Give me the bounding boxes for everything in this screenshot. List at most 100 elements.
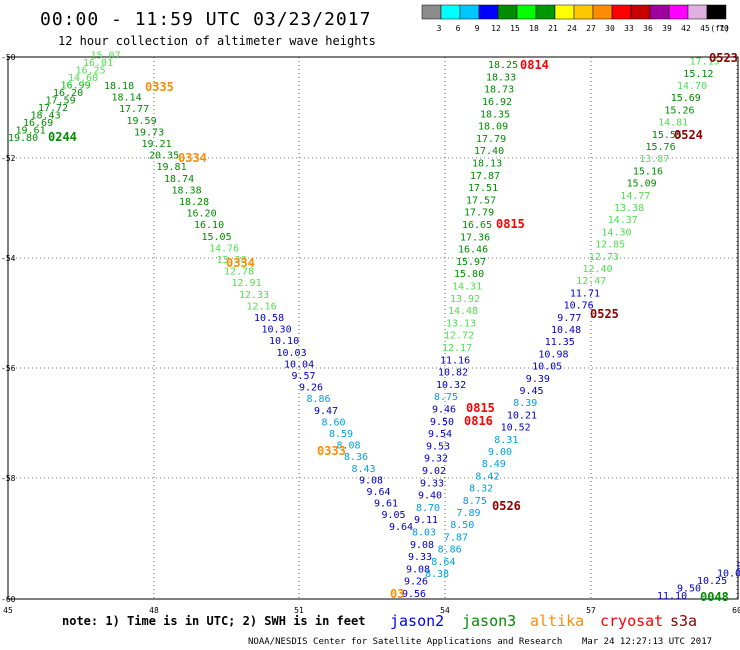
wave-height-obs: 12.47 <box>576 276 606 287</box>
wave-height-obs: 12.91 <box>232 278 262 289</box>
wave-height-obs: 9.08 <box>410 540 434 551</box>
legend-label: 6 <box>456 24 461 33</box>
wave-height-obs: 19.61 <box>16 126 46 137</box>
wave-height-obs: 18.09 <box>478 122 508 133</box>
wave-height-obs: 9.77 <box>557 313 581 324</box>
wave-height-obs: 10.10 <box>269 336 299 347</box>
wave-height-obs: 9.08 <box>359 475 383 486</box>
pass-time-label: 0815 <box>466 401 495 415</box>
pass-time-label: 0816 <box>464 414 493 428</box>
wave-height-obs: 15.69 <box>671 93 701 104</box>
wave-height-obs: 18.35 <box>480 109 510 120</box>
wave-height-obs: 17.59 <box>46 96 76 107</box>
satellite-cryosat: cryosat <box>600 612 663 630</box>
legend-label: 30 <box>605 24 615 33</box>
wave-height-obs: 17.77 <box>119 104 149 115</box>
lon-tick-label: 45 <box>3 606 13 615</box>
pass-time-label: 0523 <box>709 51 738 65</box>
wave-height-obs: 17.57 <box>466 195 496 206</box>
wave-height-obs: 10.82 <box>438 368 468 379</box>
wave-height-obs: 8.60 <box>322 417 346 428</box>
wave-height-obs: 9.53 <box>426 441 450 452</box>
legend-unit: (ft) <box>710 24 729 33</box>
wave-height-obs: 15.55 <box>652 130 682 141</box>
wave-height-obs: 12.16 <box>247 301 277 312</box>
wave-height-obs: 10.58 <box>254 313 284 324</box>
wave-height-obs: 8.75 <box>434 392 458 403</box>
wave-height-obs: 11.10 <box>657 591 687 602</box>
legend-label: 18 <box>529 24 539 33</box>
wave-height-obs: 8.38 <box>425 569 449 580</box>
wave-height-obs: 12.73 <box>589 252 619 263</box>
wave-height-obs: 14.48 <box>448 306 478 317</box>
wave-height-obs: 12.33 <box>239 290 269 301</box>
wave-height-obs: 12.78 <box>224 267 254 278</box>
legend-swatch <box>421 4 442 20</box>
pass-time-label: 0333 <box>317 444 346 458</box>
wave-height-obs: 12.40 <box>583 264 613 275</box>
legend-label: 15 <box>510 24 520 33</box>
wave-height-obs: 7.89 <box>457 508 481 519</box>
wave-height-obs: 17.87 <box>470 171 500 182</box>
wave-height-obs: 14.81 <box>658 118 688 129</box>
wave-height-obs: 8.70 <box>416 503 440 514</box>
wave-height-obs: 11.71 <box>570 288 600 299</box>
legend-label: 36 <box>643 24 653 33</box>
legend-label: 12 <box>491 24 501 33</box>
pass-time-label: 03 <box>390 587 404 601</box>
lat-tick-label: -54 <box>1 254 16 263</box>
wave-height-obs: 9.26 <box>299 383 323 394</box>
legend-swatch <box>573 4 594 20</box>
wave-height-obs: 9.40 <box>418 491 442 502</box>
wave-height-obs: 10.03 <box>277 348 307 359</box>
wave-height-obs: 15.05 <box>202 232 232 243</box>
satellite-altika: altika <box>530 612 584 630</box>
credit-text: NOAA/NESDIS Center for Satellite Applica… <box>248 637 562 647</box>
legend-swatch <box>516 4 537 20</box>
wave-height-obs: 8.39 <box>513 398 537 409</box>
lon-tick-label: 57 <box>586 606 596 615</box>
wave-height-obs: 9.54 <box>428 429 452 440</box>
wave-height-obs: 8.50 <box>450 520 474 531</box>
wave-height-obs: 18.74 <box>164 174 194 185</box>
wave-height-obs: 17.79 <box>464 208 494 219</box>
wave-height-obs: 16.69 <box>23 118 53 129</box>
wave-height-obs: 9.61 <box>374 499 398 510</box>
wave-height-obs: 16.92 <box>482 97 512 108</box>
wave-height-obs: 7.87 <box>444 532 468 543</box>
wave-height-obs: 9.64 <box>367 487 391 498</box>
wave-height-obs: 8.75 <box>463 496 487 507</box>
wave-height-obs: 10.04 <box>284 359 314 370</box>
wave-height-obs: 18.18 <box>104 81 134 92</box>
wave-height-obs: 10.21 <box>507 410 537 421</box>
wave-height-obs: 9.32 <box>424 454 448 465</box>
axis-tick-labels: 45 48 51 54 57 60 -50 -52 -54 -56 -58 -60 <box>1 53 740 615</box>
legend-swatch <box>649 4 670 20</box>
lon-tick-label: 48 <box>149 606 159 615</box>
satellite-s3a: s3a <box>670 612 697 630</box>
wave-height-obs: 9.56 <box>402 589 426 600</box>
wave-height-obs: 14.37 <box>608 215 638 226</box>
wave-height-obs: 16.10 <box>194 220 224 231</box>
wave-height-obs: 16.46 <box>458 245 488 256</box>
wave-height-obs: 9.39 <box>526 374 550 385</box>
wave-height-obs: 16.01 <box>83 58 113 69</box>
wave-height-obs: 19.59 <box>127 116 157 127</box>
wave-height-obs: 14.70 <box>677 81 707 92</box>
legend-swatch <box>535 4 556 20</box>
wave-height-obs: 16.99 <box>61 81 91 92</box>
wave-height-obs: 12.72 <box>444 331 474 342</box>
wave-height-obs: 20.35 <box>149 151 179 162</box>
map-title: 00:00 - 11:59 UTC 03/23/2017 <box>40 9 371 30</box>
lat-lon-grid <box>7 56 738 600</box>
legend-swatch <box>554 4 575 20</box>
wave-height-obs: 15.16 <box>633 166 663 177</box>
lat-tick-label: -52 <box>1 154 16 163</box>
wave-height-obs: 18.43 <box>31 111 61 122</box>
wave-height-obs: 9.33 <box>408 552 432 563</box>
legend-label: 70 <box>719 24 729 33</box>
wave-height-obs: 14.77 <box>620 191 650 202</box>
altimeter-tracks: 19.8019.6116.6918.4317.7217.5916.2016.99… <box>8 51 740 603</box>
wave-height-obs: 17.51 <box>468 183 498 194</box>
